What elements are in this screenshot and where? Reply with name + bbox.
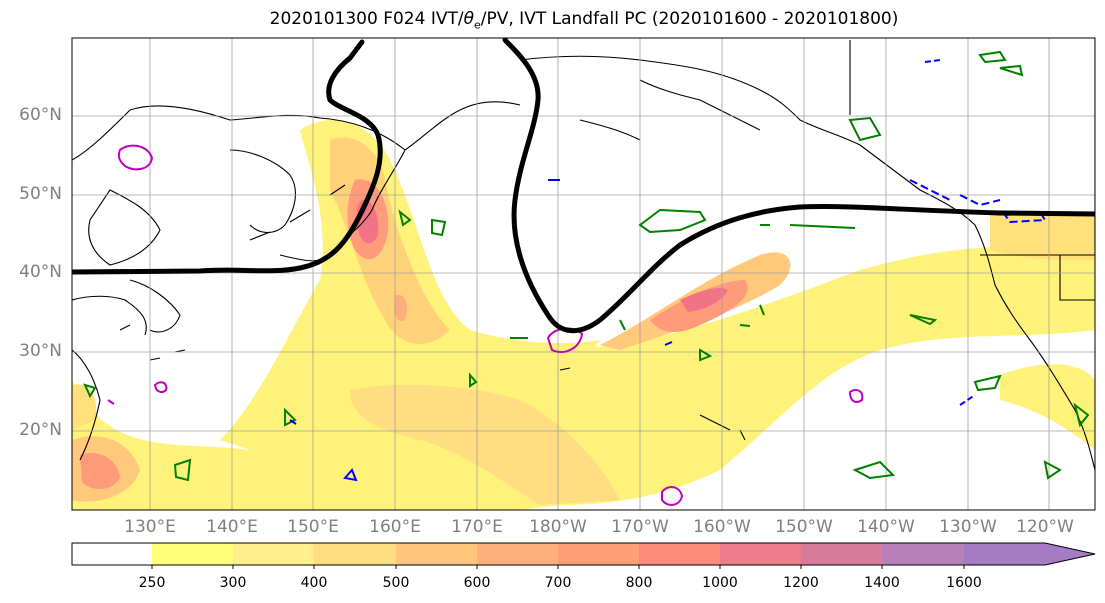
colorbar-tick-label: 1200 xyxy=(783,575,819,591)
colorbar-tick-label: 500 xyxy=(382,575,410,591)
colorbar-tick-label: 300 xyxy=(219,575,247,591)
lon-label: 120°W xyxy=(1016,517,1074,537)
landfall-pc-contour xyxy=(72,38,1095,334)
lat-label-40: 40°N xyxy=(19,262,62,282)
lon-label: 130°W xyxy=(939,517,997,537)
lon-label: 130°E xyxy=(124,517,176,537)
lat-label-20: 20°N xyxy=(19,420,62,440)
colorbar-tick-label: 400 xyxy=(300,575,328,591)
lon-label: 180°W xyxy=(529,517,587,537)
colorbar-tick-label: 1400 xyxy=(864,575,900,591)
colorbar-tick-label: 1600 xyxy=(946,575,982,591)
lon-label: 150°W xyxy=(775,517,833,537)
lon-label: 160°W xyxy=(693,517,751,537)
pv-magenta-contours xyxy=(107,144,864,506)
colorbar-tick-label: 700 xyxy=(544,575,572,591)
lat-label-30: 30°N xyxy=(19,341,62,361)
pv-contours xyxy=(289,59,1047,482)
ivt-shading xyxy=(72,120,1095,510)
colorbar xyxy=(71,542,1096,569)
lat-label-50: 50°N xyxy=(19,184,62,204)
lon-label: 170°W xyxy=(611,517,669,537)
map-frame xyxy=(71,37,1096,511)
lon-label: 140°W xyxy=(857,517,915,537)
colorbar-tick-label: 1000 xyxy=(702,575,738,591)
graticule xyxy=(72,38,1095,510)
lon-label: 170°E xyxy=(451,517,503,537)
lon-label: 150°E xyxy=(287,517,339,537)
colorbar-tick-label: 600 xyxy=(463,575,491,591)
theta-e-contours xyxy=(83,50,1090,482)
colorbar-tick-label: 250 xyxy=(138,575,166,591)
lon-label: 140°E xyxy=(206,517,258,537)
colorbar-tick-label: 800 xyxy=(625,575,653,591)
coastlines xyxy=(72,40,1095,471)
map-title: 2020101300 F024 IVT/θe/PV, IVT Landfall … xyxy=(269,9,899,32)
lon-label: 160°E xyxy=(369,517,421,537)
lat-label-60: 60°N xyxy=(19,105,62,125)
